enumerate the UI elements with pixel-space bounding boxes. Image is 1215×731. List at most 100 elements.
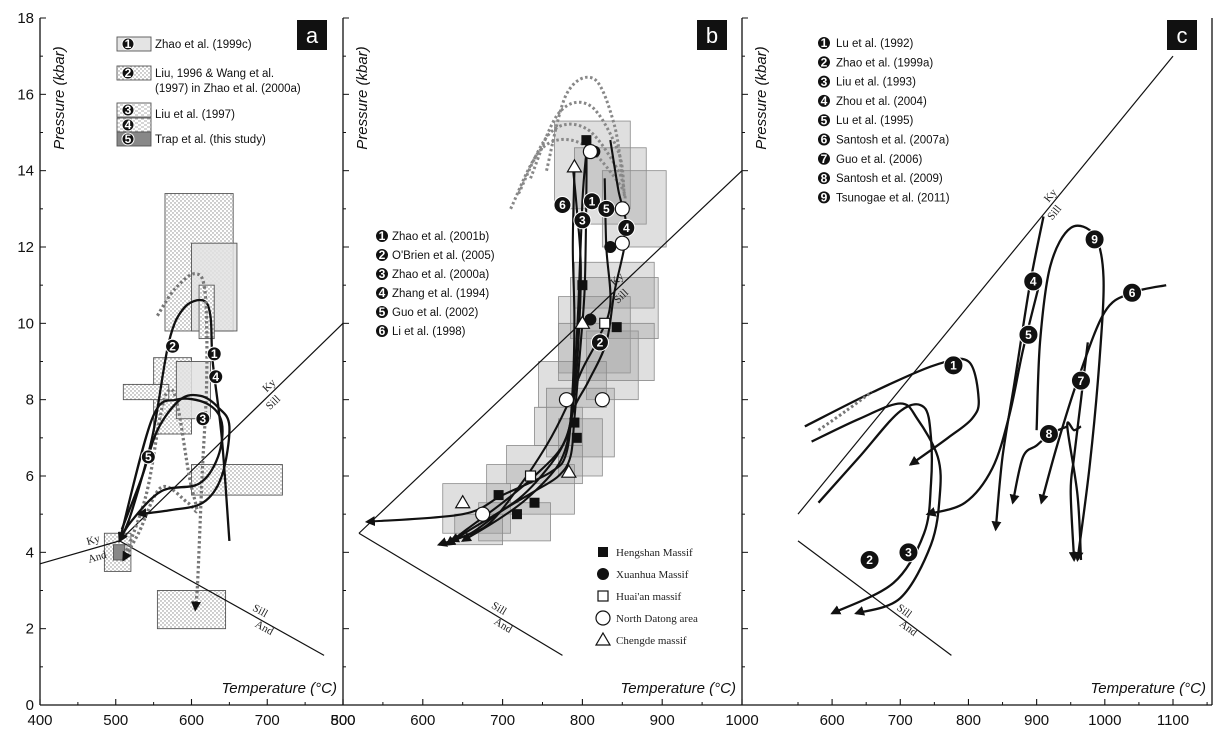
legend-symbol-label-b-2: Huai'an massif	[616, 591, 682, 603]
legend-label-b-5: Li et al. (1998)	[392, 326, 466, 338]
x-tick-label-b-800: 800	[570, 712, 595, 729]
x-tick-label-b-500: 500	[330, 712, 355, 729]
y-tick-label-8: 8	[26, 392, 34, 409]
x-tick-label-a-600: 600	[179, 712, 204, 729]
panel-c-legend: 1 Lu et al. (1992) 2 Zhao et al. (1999a) 3 Li…	[817, 36, 950, 205]
legend-badge-c-1-num: 2	[821, 56, 828, 70]
legend-badge-b-4-num: 5	[379, 305, 386, 319]
b-dotted-arc-0	[545, 75, 624, 179]
b-path-badge-5-num: 5	[603, 202, 610, 216]
c-path-badge-5-num: 5	[1025, 328, 1032, 342]
legend-badge-c-8-num: 9	[821, 191, 828, 205]
a-path-badge-4-circle	[208, 369, 224, 385]
b-symbol-open-circle-12	[558, 392, 575, 408]
panel-b-symbols	[454, 135, 630, 646]
panel-a-paths: 1 2 3 4 5	[118, 272, 231, 612]
legend-badge-c-6-circle	[817, 151, 831, 166]
legend-symbol-label-b-3: North Datong area	[616, 613, 698, 625]
b-reaction-line-0	[358, 170, 743, 534]
b-symbol-open-triangle-3	[566, 158, 583, 173]
legend-label-c-0: Lu et al. (1992)	[836, 38, 914, 50]
a-reaction-label-bottom-0: And	[86, 549, 108, 566]
a-path-badge-2-circle	[165, 338, 181, 354]
a-reaction-line-0	[39, 540, 120, 565]
x-tick-label-a-400: 400	[27, 712, 52, 729]
legend-symbol-b-3	[595, 610, 611, 626]
c-path-badge-2-circle	[859, 549, 880, 570]
panel-label-a: a	[306, 23, 319, 48]
legend-badge-b-2-circle	[375, 267, 389, 281]
b-symbol-filled-square-21	[511, 509, 522, 520]
panel-b-legend: 1 Zhao et al. (2001b) 2 O'Brien et al. (200…	[375, 229, 698, 647]
legend-badge-c-1-circle	[817, 55, 831, 70]
a-reaction-label-top-0: Ky	[85, 533, 102, 548]
panel-a-boxes	[103, 193, 283, 630]
panel-c-axes: 600 700 800 900 1000 1100 Pressure (kbar) Tempe…	[741, 17, 1213, 729]
c-path-badge-4-circle	[1023, 271, 1044, 292]
x-axis-title-c: Temperature (°C)	[1091, 680, 1206, 697]
b-symbol-open-circle-22	[475, 506, 491, 522]
legend-label-b-4: Guo et al. (2002)	[392, 307, 478, 319]
c-pt-path-5	[925, 281, 1042, 517]
panel-c-paths: 1 2 3 4 5 6 7 8 9	[804, 216, 1167, 616]
legend-label-b-3: Zhang et al. (1994)	[392, 288, 489, 300]
c-path-badge-3-circle	[898, 542, 919, 563]
c-path-badge-5-circle	[1018, 324, 1039, 345]
b-path-badge-4-num: 4	[623, 221, 630, 235]
a-reaction-label-top-1: Ky	[260, 376, 278, 394]
c-path-badge-3-num: 3	[905, 546, 912, 560]
c-reaction-line-1	[797, 540, 952, 656]
legend-badge-a-3-num: 4	[125, 118, 132, 132]
b-symbol-filled-square-18	[493, 490, 504, 501]
c-path-badge-4-num: 4	[1030, 275, 1037, 289]
legend-badge-c-7-circle	[817, 171, 831, 186]
legend-badge-c-4-num: 5	[821, 113, 828, 127]
a-path-badge-3-num: 3	[200, 412, 207, 426]
legend-symbol-b-2	[597, 590, 609, 602]
a-path-badge-3-circle	[195, 411, 211, 427]
b-symbol-open-circle-13	[594, 392, 610, 408]
b-symbol-open-circle-5	[614, 235, 630, 251]
legend-badge-c-4-circle	[817, 113, 831, 128]
c-pt-path-3	[811, 402, 942, 616]
c-pt-path-1-dotted	[817, 390, 873, 432]
c-path-badge-1-circle	[943, 355, 964, 376]
panel-labels: a b c	[297, 20, 1197, 50]
panel-label-box-b	[697, 20, 727, 50]
legend-label-c-2: Liu et al. (1993)	[836, 77, 916, 89]
legend-symbol-b-0	[598, 547, 608, 557]
b-path-badge-6-circle	[553, 196, 572, 215]
a-path-badge-2-num: 2	[169, 339, 176, 353]
legend-symbol-b-1	[597, 568, 609, 580]
c-path-badge-8-num: 8	[1046, 427, 1053, 441]
b-symbol-filled-square-15	[571, 432, 582, 443]
b-path-badge-6-num: 6	[559, 198, 566, 212]
y-tick-label-16: 16	[17, 86, 34, 103]
panel-b-axes: 500 600 700 800 900 1000 Pressure (kbar) Temper…	[330, 17, 759, 729]
x-tick-label-c-600: 600	[820, 712, 845, 729]
y-axis-title-c: Pressure (kbar)	[753, 46, 770, 149]
legend-label-b-1: O'Brien et al. (2005)	[392, 250, 495, 262]
c-path-badge-2-num: 2	[866, 553, 873, 567]
legend-badge-c-8-circle	[817, 190, 831, 205]
b-symbol-open-square-10	[599, 317, 611, 329]
y-axis-title-a: Pressure (kbar)	[51, 46, 68, 149]
legend-label-a-2-0: Liu et al. (1997)	[155, 109, 235, 121]
legend-badge-b-5-circle	[375, 324, 389, 338]
legend-badge-b-1-circle	[375, 248, 389, 262]
c-path-badge-9-num: 9	[1091, 233, 1098, 247]
legend-label-c-8: Tsunogae et al. (2011)	[836, 192, 950, 204]
legend-badge-b-0-num: 1	[379, 229, 386, 243]
c-pt-path-6	[1038, 284, 1167, 505]
legend-symbol-b-4	[594, 631, 612, 646]
panel-label-c: c	[1177, 23, 1188, 48]
c-reaction-label-bottom-0: Sill	[1045, 203, 1064, 222]
c-reaction-label-top-0: Ky	[1042, 186, 1060, 204]
x-tick-label-b-900: 900	[650, 712, 675, 729]
legend-label-c-4: Lu et al. (1995)	[836, 115, 914, 127]
x-tick-label-a-500: 500	[103, 712, 128, 729]
